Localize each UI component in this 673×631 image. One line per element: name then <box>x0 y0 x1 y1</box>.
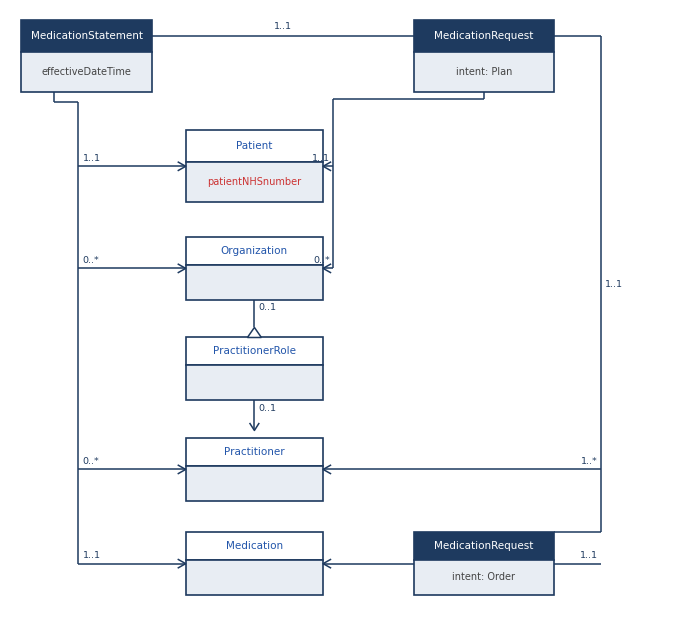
Text: Medication: Medication <box>226 541 283 551</box>
Bar <box>414 20 555 52</box>
Bar <box>414 52 555 93</box>
Text: 0..*: 0..* <box>83 457 99 466</box>
Text: MedicationRequest: MedicationRequest <box>434 541 534 551</box>
Text: 1..1: 1..1 <box>83 551 100 560</box>
Text: 1..*: 1..* <box>581 457 598 466</box>
Text: 1..1: 1..1 <box>580 551 598 560</box>
Bar <box>186 438 323 466</box>
Bar <box>186 162 323 203</box>
Bar <box>186 130 323 162</box>
Text: 0..1: 0..1 <box>258 404 277 413</box>
Text: Organization: Organization <box>221 246 288 256</box>
Bar <box>186 466 323 501</box>
Bar <box>22 20 152 52</box>
Text: PractitionerRole: PractitionerRole <box>213 346 296 357</box>
Text: Practitioner: Practitioner <box>224 447 285 457</box>
Text: 0..*: 0..* <box>83 256 99 264</box>
Text: effectiveDateTime: effectiveDateTime <box>42 68 132 77</box>
Text: patientNHSnumber: patientNHSnumber <box>207 177 302 187</box>
Text: 0..*: 0..* <box>313 256 330 264</box>
Text: Patient: Patient <box>236 141 273 151</box>
Bar <box>414 532 555 560</box>
Bar <box>186 532 323 560</box>
Bar <box>186 338 323 365</box>
Text: 0..1: 0..1 <box>258 304 277 312</box>
Text: intent: Order: intent: Order <box>452 572 516 582</box>
Bar <box>186 365 323 400</box>
Bar <box>186 264 323 300</box>
Bar <box>22 52 152 93</box>
Bar <box>186 560 323 595</box>
Text: 1..1: 1..1 <box>274 22 292 31</box>
Text: MedicationStatement: MedicationStatement <box>31 31 143 41</box>
Text: 1..1: 1..1 <box>605 280 623 288</box>
Bar <box>186 237 323 264</box>
Text: 1..1: 1..1 <box>312 153 330 163</box>
Text: intent: Plan: intent: Plan <box>456 68 512 77</box>
Text: MedicationRequest: MedicationRequest <box>434 31 534 41</box>
Text: 1..1: 1..1 <box>83 153 100 163</box>
Bar <box>414 560 555 595</box>
Polygon shape <box>248 327 261 338</box>
